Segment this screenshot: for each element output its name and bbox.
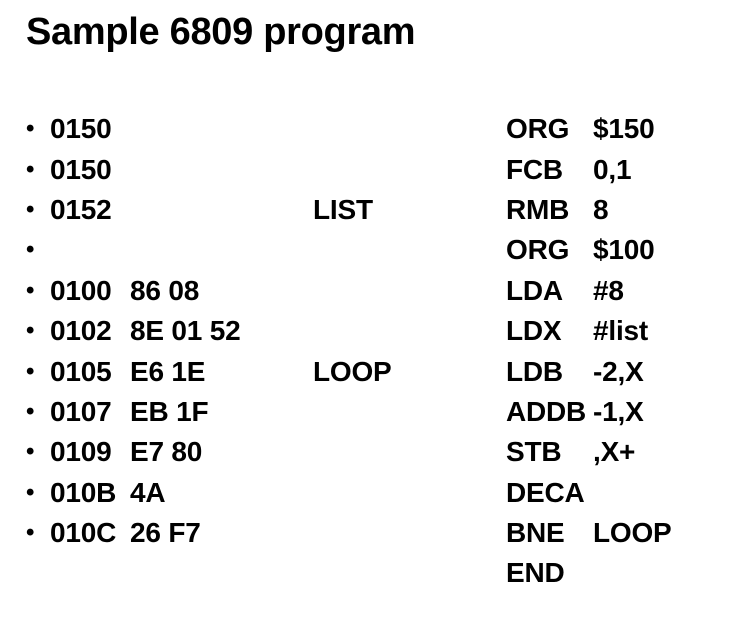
machine-code-cell: 8E 01 52 <box>130 315 241 347</box>
mnemonic-cell: ADDB <box>506 395 587 427</box>
address-cell: 0152 <box>50 193 112 225</box>
bullet-glyph: • <box>26 115 35 143</box>
bullet-glyph: • <box>26 357 35 385</box>
label-cell: LIST <box>313 193 373 225</box>
bullet-glyph: • <box>26 317 35 345</box>
mnemonic-cell: ORG <box>506 234 570 266</box>
machine-code-cell: EB 1F <box>130 395 209 427</box>
program-row: • 0150 ORG $150 <box>0 109 733 149</box>
mnemonic-cell: RMB <box>506 193 570 225</box>
address-cell: 0109 <box>50 436 112 468</box>
operand-cell: -2,X <box>593 355 644 387</box>
operand-cell: $150 <box>593 113 655 145</box>
mnemonic-cell: LDX <box>506 315 562 347</box>
address-cell: 0102 <box>50 315 112 347</box>
program-listing: • 0150 ORG $150 • 0150 FCB 0,1 • 0152 LI… <box>0 109 733 594</box>
program-row: • 0109 E7 80 STB ,X+ <box>0 432 733 472</box>
address-cell: 0150 <box>50 113 112 145</box>
operand-cell: LOOP <box>593 517 672 549</box>
bullet-glyph: • <box>26 236 35 264</box>
program-row: • 0150 FCB 0,1 <box>0 149 733 189</box>
machine-code-cell: 86 08 <box>130 274 200 306</box>
address-cell: 0105 <box>50 355 112 387</box>
bullet-glyph: • <box>26 438 35 466</box>
label-cell: LOOP <box>313 355 392 387</box>
program-row: • 0152 LIST RMB 8 <box>0 190 733 230</box>
operand-cell: $100 <box>593 234 655 266</box>
bullet-glyph: • <box>26 397 35 425</box>
operand-cell: #list <box>593 315 649 347</box>
mnemonic-cell: LDA <box>506 274 563 306</box>
mnemonic-cell: STB <box>506 436 562 468</box>
program-row: • 0107 EB 1F ADDB -1,X <box>0 392 733 432</box>
operand-cell: 0,1 <box>593 153 632 185</box>
bullet-glyph: • <box>26 478 35 506</box>
mnemonic-cell: LDB <box>506 355 563 387</box>
machine-code-cell: E7 80 <box>130 436 203 468</box>
address-cell: 010C <box>50 517 117 549</box>
slide-title: Sample 6809 program <box>26 11 416 53</box>
program-row: • 0100 86 08 LDA #8 <box>0 271 733 311</box>
operand-cell: #8 <box>593 274 624 306</box>
address-cell: 0107 <box>50 395 112 427</box>
address-cell: 010B <box>50 476 117 508</box>
program-row: • 0102 8E 01 52 LDX #list <box>0 311 733 351</box>
mnemonic-cell: BNE <box>506 517 565 549</box>
bullet-glyph: • <box>26 519 35 547</box>
program-row: • 010B 4A DECA <box>0 473 733 513</box>
program-row: • ORG $100 <box>0 230 733 270</box>
program-row: END <box>0 553 733 593</box>
program-row: • 0105 E6 1E LOOP LDB -2,X <box>0 351 733 391</box>
bullet-glyph: • <box>26 276 35 304</box>
operand-cell: -1,X <box>593 395 644 427</box>
mnemonic-cell: FCB <box>506 153 563 185</box>
address-cell: 0150 <box>50 153 112 185</box>
machine-code-cell: E6 1E <box>130 355 206 387</box>
bullet-glyph: • <box>26 155 35 183</box>
operand-cell: ,X+ <box>593 436 636 468</box>
mnemonic-cell: DECA <box>506 476 585 508</box>
program-row: • 010C 26 F7 BNE LOOP <box>0 513 733 553</box>
machine-code-cell: 4A <box>130 476 166 508</box>
mnemonic-cell: END <box>506 557 565 589</box>
mnemonic-cell: ORG <box>506 113 570 145</box>
operand-cell: 8 <box>593 193 609 225</box>
machine-code-cell: 26 F7 <box>130 517 201 549</box>
address-cell: 0100 <box>50 274 112 306</box>
bullet-glyph: • <box>26 195 35 223</box>
